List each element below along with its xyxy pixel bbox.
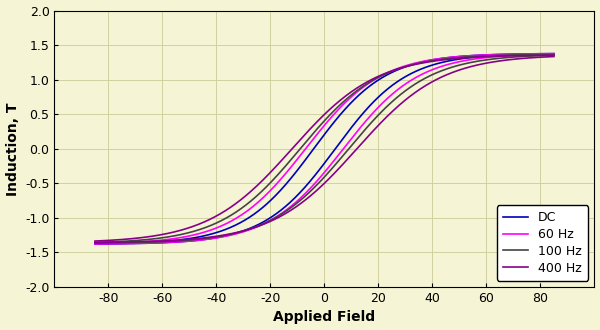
100 Hz — [453, 64, 460, 68]
Line: 100 Hz: 100 Hz — [95, 55, 554, 243]
100 Hz — [302, 193, 310, 197]
400 Hz — [115, 240, 122, 244]
DC — [453, 57, 460, 61]
60 Hz — [537, 52, 544, 56]
Legend: DC, 60 Hz, 100 Hz, 400 Hz: DC, 60 Hz, 100 Hz, 400 Hz — [497, 205, 588, 281]
400 Hz — [302, 197, 310, 201]
DC — [537, 52, 544, 56]
DC — [115, 242, 122, 246]
Line: DC: DC — [95, 54, 554, 244]
60 Hz — [537, 52, 544, 56]
400 Hz — [314, 187, 322, 191]
60 Hz — [91, 242, 98, 246]
100 Hz — [115, 241, 122, 245]
Line: 400 Hz: 400 Hz — [95, 56, 554, 243]
60 Hz — [302, 191, 310, 195]
100 Hz — [537, 53, 544, 57]
DC — [314, 169, 322, 173]
Y-axis label: Induction, T: Induction, T — [5, 102, 20, 196]
400 Hz — [537, 55, 544, 59]
400 Hz — [453, 69, 460, 73]
60 Hz — [550, 52, 557, 56]
100 Hz — [537, 54, 544, 58]
100 Hz — [314, 182, 322, 185]
400 Hz — [91, 241, 98, 245]
DC — [91, 242, 98, 246]
400 Hz — [537, 55, 544, 59]
60 Hz — [453, 60, 460, 64]
DC — [537, 52, 544, 56]
400 Hz — [550, 54, 557, 58]
DC — [550, 52, 557, 56]
60 Hz — [115, 242, 122, 246]
DC — [302, 184, 310, 188]
100 Hz — [550, 53, 557, 57]
60 Hz — [314, 178, 322, 182]
Line: 60 Hz: 60 Hz — [95, 54, 554, 244]
X-axis label: Applied Field: Applied Field — [274, 311, 376, 324]
100 Hz — [91, 241, 98, 245]
